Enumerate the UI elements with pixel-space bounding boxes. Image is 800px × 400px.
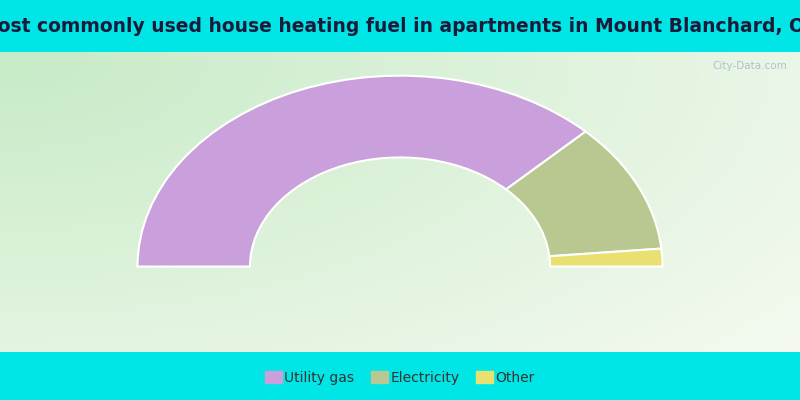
Wedge shape [506,132,662,256]
Text: City-Data.com: City-Data.com [713,61,787,71]
Legend: Utility gas, Electricity, Other: Utility gas, Electricity, Other [259,366,541,391]
Text: Most commonly used house heating fuel in apartments in Mount Blanchard, OH: Most commonly used house heating fuel in… [0,16,800,36]
Wedge shape [138,76,586,266]
Wedge shape [550,248,662,266]
